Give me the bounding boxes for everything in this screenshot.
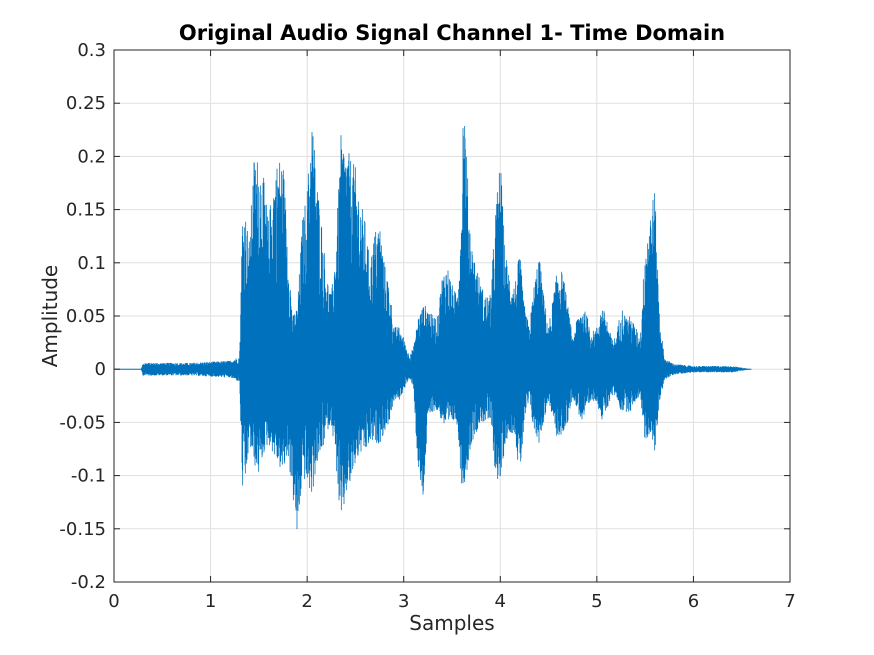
y-tick-label: 0.2 — [77, 146, 106, 167]
y-tick-label: 0.05 — [66, 306, 106, 327]
y-tick-label: -0.05 — [59, 412, 106, 433]
y-tick-label: -0.15 — [59, 519, 106, 540]
ticks: 0 1 2 3 4 5 6 7 -0.2 -0.15 -0.1 -0.05 0 0.05 0.1 0.15 0.… — [59, 40, 795, 612]
y-tick-label: -0.2 — [71, 572, 106, 593]
y-axis-label: Amplitude — [38, 265, 62, 368]
y-tick-label: 0.25 — [66, 93, 106, 114]
x-tick-label: 5 — [591, 591, 602, 612]
chart-title: Original Audio Signal Channel 1- Time Do… — [179, 21, 725, 45]
x-tick-label: 3 — [398, 591, 409, 612]
x-axis-label: Samples — [409, 611, 494, 635]
x-tick-label: 2 — [301, 591, 312, 612]
waveform-series-0 — [140, 125, 752, 530]
x-tick-label: 1 — [205, 591, 216, 612]
x-tick-label: 0 — [108, 591, 119, 612]
waveform-layer — [114, 125, 752, 530]
y-tick-label: 0.1 — [77, 253, 106, 274]
y-tick-label: -0.1 — [71, 466, 106, 487]
y-tick-label: 0.15 — [66, 200, 106, 221]
x-tick-label: 7 — [784, 591, 795, 612]
y-tick-label: 0 — [95, 359, 106, 380]
x-tick-label: 6 — [688, 591, 699, 612]
y-tick-label: 0.3 — [77, 40, 106, 61]
x-tick-label: 4 — [495, 591, 506, 612]
